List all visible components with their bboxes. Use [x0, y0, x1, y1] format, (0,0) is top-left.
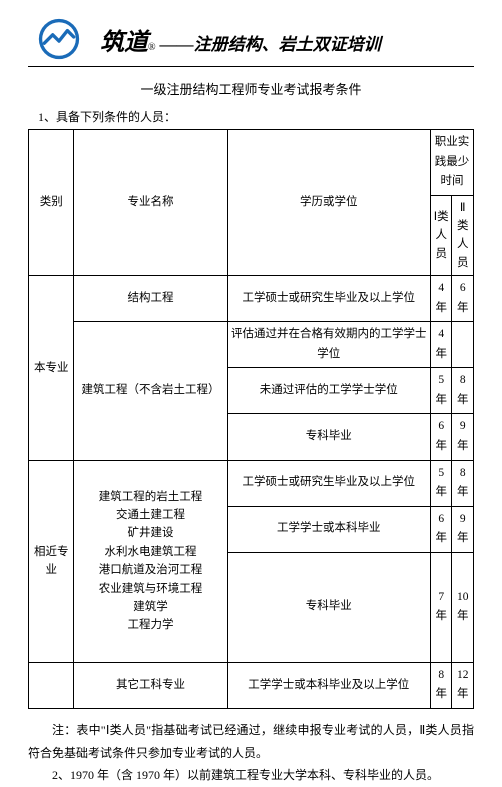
th-category: 类别: [29, 130, 74, 276]
cell-degree: 专科毕业: [227, 552, 430, 662]
cell-t1: 5 年: [430, 368, 452, 414]
cat-other: [29, 662, 74, 708]
cell-t1: 7 年: [430, 552, 452, 662]
cell-t2: 12年: [452, 662, 474, 708]
th-type1: Ⅰ类人员: [430, 195, 452, 276]
cell-t1: 5 年: [430, 460, 452, 506]
th-degree: 学历或学位: [227, 130, 430, 276]
cell-major: 结构工程: [74, 276, 227, 322]
major-line: 矿井建设: [76, 524, 224, 542]
major-line: 建筑工程的岩土工程: [76, 488, 224, 506]
cell-degree: 工学硕士或研究生毕业及以上学位: [227, 460, 430, 506]
brand-name: 筑道: [100, 22, 148, 57]
cell-degree: 工学学士或本科毕业及以上学位: [227, 662, 430, 708]
footnote-1: 注：表中"Ⅰ类人员"指基础考试已经通过，继续申报专业考试的人员，Ⅱ类人员指符合免…: [28, 719, 474, 765]
cell-major: 建筑工程（不含岩土工程）: [74, 322, 227, 460]
header-text: 筑道 ® ——注册结构、岩土双证培训: [100, 22, 474, 57]
cell-degree: 工学硕士或研究生毕业及以上学位: [227, 276, 430, 322]
cell-t2: 8 年: [452, 368, 474, 414]
cell-major-multi: 建筑工程的岩土工程 交通土建工程 矿井建设 水利水电建筑工程 港口航道及治河工程…: [74, 460, 227, 662]
slogan: ——注册结构、岩土双证培训: [160, 30, 381, 55]
th-time: 职业实践最少时间: [430, 130, 473, 196]
cell-degree: 工学学士或本科毕业: [227, 506, 430, 552]
major-line: 水利水电建筑工程: [76, 543, 224, 561]
doc-title: 一级注册结构工程师专业考试报考条件: [28, 79, 474, 98]
cell-t2: [452, 322, 474, 368]
major-line: 农业建筑与环境工程: [76, 580, 224, 598]
cell-t2: 8 年: [452, 460, 474, 506]
cell-t2: 9 年: [452, 414, 474, 460]
brand-sup: ®: [148, 42, 156, 53]
cell-t2: 6 年: [452, 276, 474, 322]
cell-degree: 评估通过并在合格有效期内的工学学士学位: [227, 322, 430, 368]
cat-main: 本专业: [29, 276, 74, 460]
cell-degree: 专科毕业: [227, 414, 430, 460]
major-line: 建筑学: [76, 598, 224, 616]
cell-t1: 6 年: [430, 506, 452, 552]
cat-related: 相近专业: [29, 460, 74, 662]
logo-icon: [38, 18, 80, 60]
major-line: 港口航道及治河工程: [76, 561, 224, 579]
major-line: 工程力学: [76, 616, 224, 634]
cell-t2: 10年: [452, 552, 474, 662]
th-type2: Ⅱ类人员: [452, 195, 474, 276]
cell-t1: 8 年: [430, 662, 452, 708]
requirements-table: 类别 专业名称 学历或学位 职业实践最少时间 Ⅰ类人员 Ⅱ类人员 本专业 结构工…: [28, 129, 474, 709]
cell-degree: 未通过评估的工学学士学位: [227, 368, 430, 414]
cell-t1: 4 年: [430, 322, 452, 368]
cell-t2: 9 年: [452, 506, 474, 552]
major-line: 交通土建工程: [76, 506, 224, 524]
cell-t1: 6 年: [430, 414, 452, 460]
page-header: 筑道 ® ——注册结构、岩土双证培训: [28, 18, 474, 67]
cell-major: 其它工科专业: [74, 662, 227, 708]
cell-t1: 4 年: [430, 276, 452, 322]
footnote-2: 2、1970 年（含 1970 年）以前建筑工程专业大学本科、专科毕业的人员。: [28, 764, 474, 787]
intro-text: 1、具备下列条件的人员：: [38, 108, 474, 125]
th-major: 专业名称: [74, 130, 227, 276]
